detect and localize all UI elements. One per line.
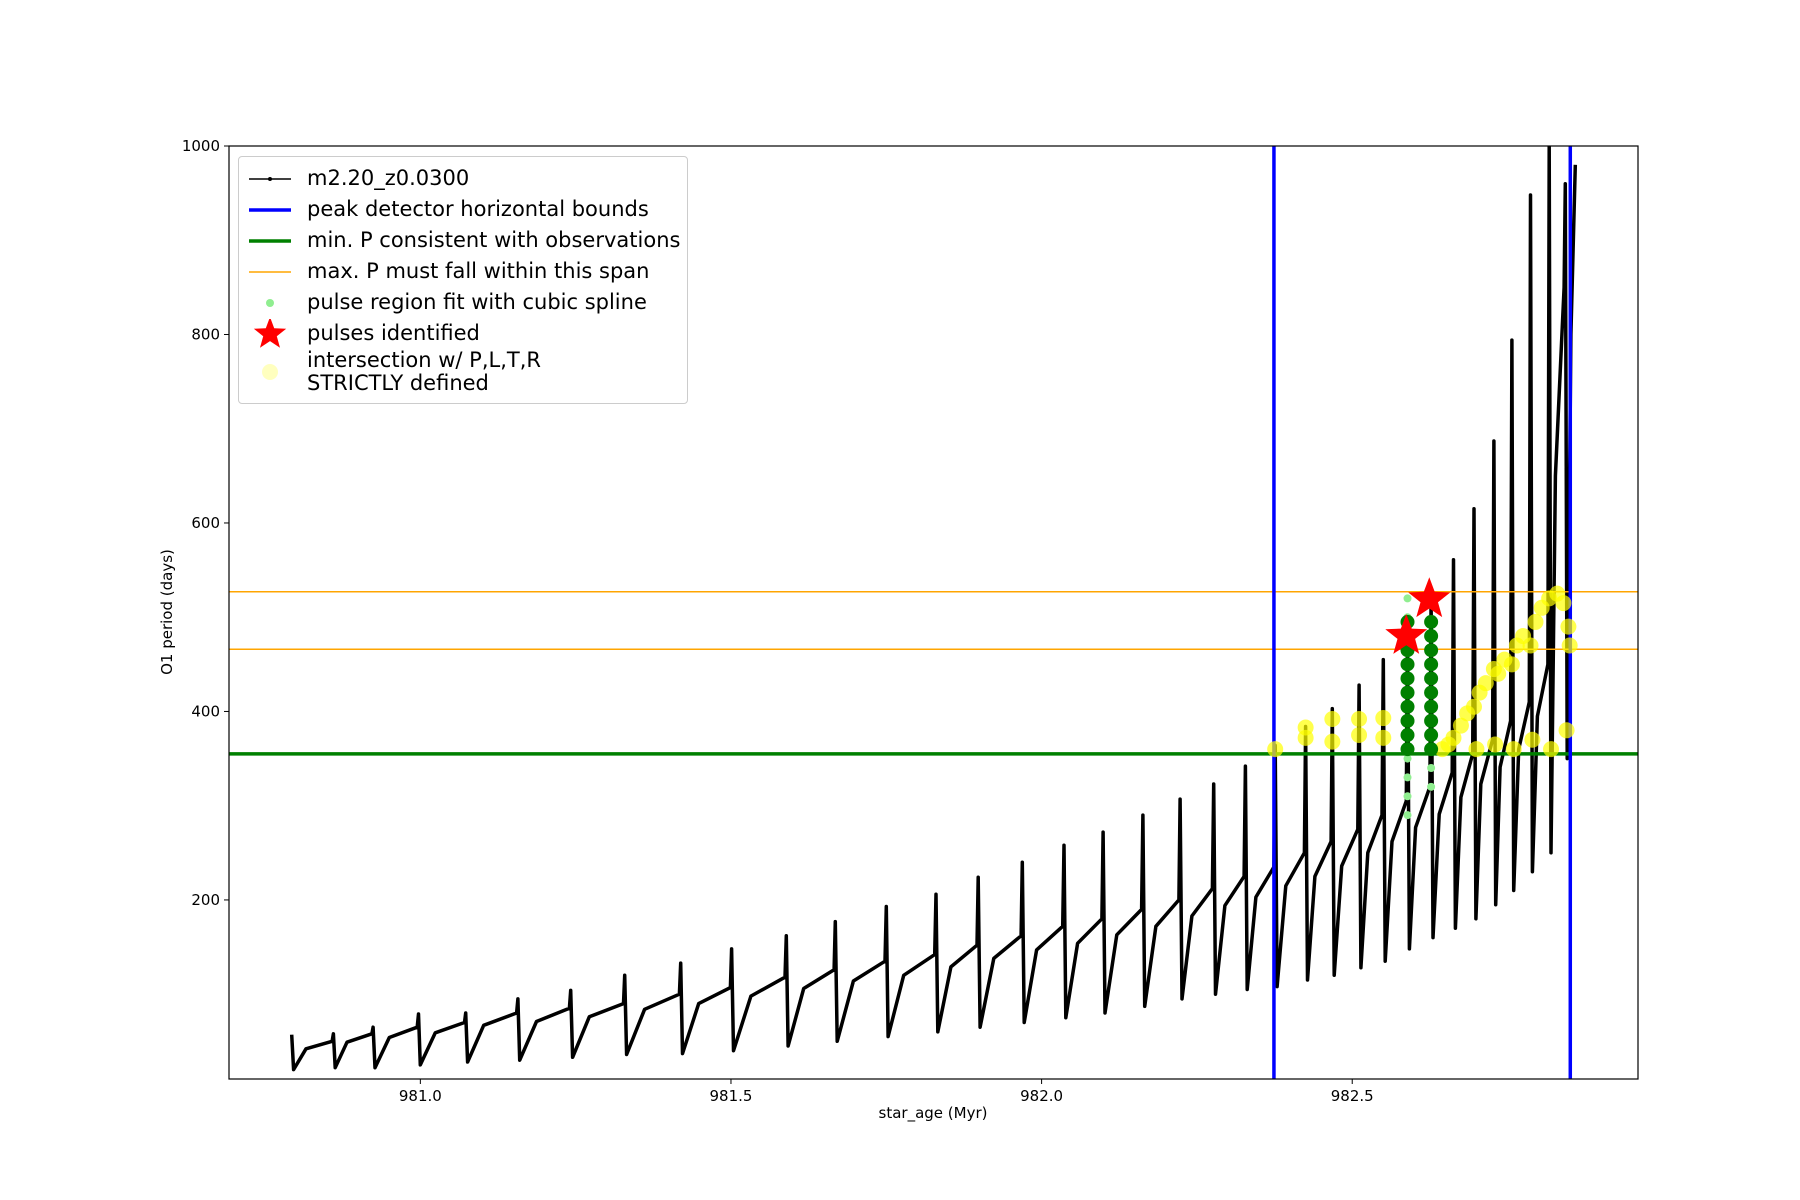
point: [1403, 594, 1412, 603]
x-tick-label: 982.0: [1020, 1087, 1063, 1105]
point: [1524, 731, 1541, 748]
y-tick-label: 600: [191, 514, 220, 532]
point: [1558, 722, 1575, 739]
legend-star: [253, 318, 287, 348]
x-tick-label: 982.5: [1331, 1087, 1374, 1105]
point: [1400, 657, 1415, 672]
point: [1400, 671, 1415, 686]
point: [1477, 675, 1494, 692]
point: [1468, 741, 1485, 758]
point: [1424, 614, 1439, 629]
point: [1400, 742, 1415, 757]
legend-dot: [268, 176, 272, 181]
point: [1324, 733, 1341, 750]
point: [1267, 741, 1284, 758]
point: [1424, 728, 1439, 743]
point: [1400, 713, 1415, 728]
point: [1375, 729, 1392, 746]
point: [1351, 710, 1368, 727]
point: [1424, 699, 1439, 714]
point: [1424, 685, 1439, 700]
legend-label: peak detector horizontal bounds: [307, 197, 649, 221]
legend-swatch: [253, 318, 287, 348]
point: [1465, 698, 1482, 715]
legend-label: intersection w/ P,L,T,R STRICTLY defined: [307, 348, 541, 395]
y-tick-label: 400: [191, 702, 220, 720]
point: [1543, 741, 1560, 758]
point: [1503, 656, 1520, 673]
y-tick-label: 200: [191, 891, 220, 909]
point: [1324, 710, 1341, 727]
legend-dot: [262, 364, 278, 380]
point: [1424, 657, 1439, 672]
legend-swatch: [262, 364, 278, 380]
plot-area: [229, 146, 1638, 1079]
point: [1560, 618, 1577, 635]
legend-label: max. P must fall within this span: [307, 259, 650, 283]
legend-label: m2.20_z0.0300: [307, 166, 470, 190]
legend-swatch: [249, 270, 291, 273]
point: [1555, 595, 1572, 612]
legend-label: pulse region fit with cubic spline: [307, 290, 647, 314]
legend-dot: [266, 298, 274, 307]
legend-entry: min. P consistent with observations: [239, 225, 687, 256]
point: [1375, 710, 1392, 727]
x-axis-label: star_age (Myr): [879, 1104, 988, 1123]
x-tick-label: 981.0: [399, 1087, 442, 1105]
point: [1403, 792, 1412, 801]
legend-entry: peak detector horizontal bounds: [239, 194, 687, 225]
star-marker: [1385, 614, 1428, 654]
point: [1561, 637, 1578, 654]
point: [1400, 728, 1415, 743]
y-tick-label: 1000: [182, 137, 220, 155]
legend-swatch: [266, 298, 274, 307]
point: [1427, 782, 1436, 791]
point: [1452, 717, 1469, 734]
y-tick-label: 800: [191, 325, 220, 343]
legend-swatch: [249, 238, 291, 243]
point: [1403, 773, 1412, 782]
point: [1527, 613, 1544, 630]
point: [1505, 741, 1522, 758]
legend-swatch: [249, 176, 291, 181]
point: [1424, 671, 1439, 686]
x-tick-label: 981.5: [709, 1087, 752, 1105]
legend-entry: max. P must fall within this span: [239, 256, 687, 287]
point: [1403, 811, 1412, 820]
legend-entry: pulse region fit with cubic spline: [239, 287, 687, 318]
point: [1297, 719, 1314, 736]
point: [1424, 629, 1439, 644]
legend-label: pulses identified: [307, 321, 480, 345]
star-marker: [1408, 577, 1451, 618]
point: [1424, 742, 1439, 757]
point: [1522, 637, 1539, 654]
legend-entry: intersection w/ P,L,T,R STRICTLY defined: [239, 349, 687, 395]
point: [1400, 699, 1415, 714]
legend-entry: m2.20_z0.0300: [239, 163, 687, 194]
point: [1445, 729, 1462, 746]
point: [1351, 727, 1368, 744]
legend-label: min. P consistent with observations: [307, 228, 681, 252]
point: [1424, 713, 1439, 728]
point: [1487, 736, 1504, 753]
y-axis-label: O1 period (days): [158, 549, 176, 675]
point: [1400, 685, 1415, 700]
point: [1403, 754, 1412, 763]
legend-entry: pulses identified: [239, 318, 687, 349]
point: [1490, 665, 1507, 682]
legend-swatch: [249, 207, 291, 212]
point: [1424, 643, 1439, 658]
frame: [228, 145, 1639, 1080]
point: [1427, 764, 1436, 772]
